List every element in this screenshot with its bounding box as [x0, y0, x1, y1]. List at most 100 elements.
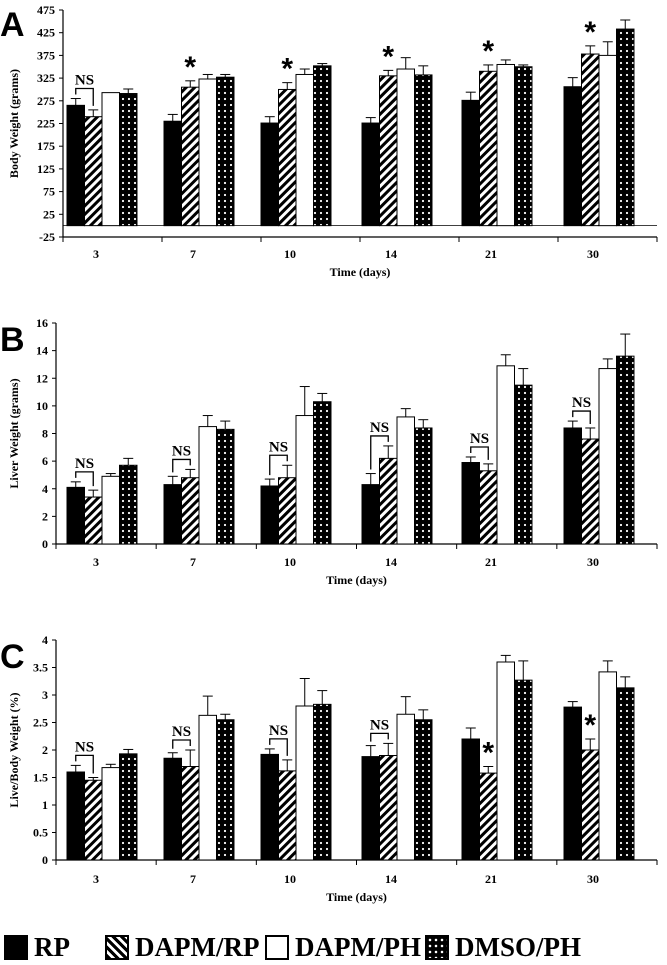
y-tick-label: 10: [36, 399, 48, 413]
bar-rp-30: [563, 86, 582, 227]
y-tick-label: 3.5: [33, 661, 48, 675]
y-tick-label: 475: [37, 3, 55, 17]
bar-dapm-ph-7: [198, 78, 217, 227]
y-tick-label: 25: [43, 207, 55, 221]
x-tick-label: 21: [485, 247, 497, 261]
legend-label-rp: RP: [34, 932, 70, 962]
x-tick-label: 21: [485, 555, 497, 569]
panel-label: A: [0, 6, 25, 44]
y-tick-label: 1.5: [33, 771, 48, 785]
ns-bracket: [370, 435, 389, 470]
legend-swatch-dapm-rp: [105, 935, 129, 960]
significance-star: *: [482, 35, 494, 68]
ns-bracket: [172, 739, 191, 749]
bar-rp-10: [260, 485, 279, 545]
bar-dmso-ph-10: [313, 703, 332, 861]
x-tick-label: 10: [284, 555, 296, 569]
panel-label: B: [0, 321, 25, 359]
y-tick-label: 325: [37, 71, 55, 85]
bar-dmso-ph-30: [616, 687, 635, 861]
y-tick-label: 175: [37, 139, 55, 153]
x-tick-label: 30: [587, 555, 599, 569]
y-tick-label: 8: [42, 427, 48, 441]
x-tick-label: 7: [190, 247, 196, 261]
ns-bracket: [172, 458, 191, 473]
y-tick-label: 375: [37, 48, 55, 62]
significance-star: *: [584, 709, 596, 742]
bar-dapm-rp-30: [581, 53, 600, 227]
y-tick-label: 4: [42, 482, 48, 496]
y-axis-title: Live/Body Weight (%): [7, 692, 21, 807]
legend-label-dapm-ph: DAPM/PH: [295, 932, 421, 962]
bar-rp-3: [66, 486, 85, 545]
bar-dapm-rp-14: [379, 755, 398, 861]
bar-dmso-ph-14: [414, 719, 433, 861]
bar-dapm-rp-3: [84, 116, 103, 227]
bar-rp-10: [260, 753, 279, 861]
bar-rp-14: [361, 122, 380, 227]
x-tick-label: 3: [93, 872, 99, 886]
bar-dapm-rp-10: [278, 477, 297, 545]
bar-dapm-ph-14: [396, 713, 415, 861]
bar-dapm-rp-7: [181, 477, 200, 545]
x-tick-label: 14: [385, 872, 397, 886]
bar-dmso-ph-10: [313, 401, 332, 545]
panel-label: C: [0, 638, 25, 676]
bar-rp-30: [563, 427, 582, 545]
ns-label: NS: [370, 420, 389, 436]
ns-label: NS: [572, 395, 591, 411]
legend-label-dapm-rp: DAPM/RP: [135, 932, 260, 962]
x-tick-label: 21: [485, 872, 497, 886]
x-tick-label: 3: [93, 247, 99, 261]
bar-dmso-ph-21: [514, 679, 533, 861]
bar-rp-3: [66, 104, 85, 227]
x-tick-label: 7: [190, 555, 196, 569]
bar-dapm-rp-3: [84, 779, 103, 861]
y-tick-label: 2: [42, 743, 48, 757]
bar-dmso-ph-30: [616, 355, 635, 545]
ns-bracket: [75, 471, 94, 487]
chart-panel-c: C 0 0.5 1 1.5 2 2.5 3 3.5 4 3 7 10 14 21 30 Time (days) L…: [0, 633, 658, 904]
ns-label: NS: [370, 717, 389, 733]
chart-panel-a: A -25 25 75 125 175 225 275 325 375 425 475 3 7 10 14 21…: [0, 3, 658, 279]
y-tick-label: 1: [42, 798, 48, 812]
bar-dmso-ph-7: [216, 428, 235, 545]
y-tick-label: 12: [36, 371, 48, 385]
x-axis-title: Time (days): [326, 890, 387, 904]
bar-dmso-ph-10: [313, 65, 332, 227]
bar-dapm-rp-10: [278, 88, 297, 227]
bar-dapm-rp-21: [479, 772, 498, 861]
y-tick-label: 75: [43, 185, 55, 199]
bar-rp-30: [563, 706, 582, 861]
bar-dmso-ph-7: [216, 76, 235, 227]
bar-rp-14: [361, 484, 380, 545]
ns-label: NS: [75, 73, 94, 89]
legend-swatch-rp: [4, 935, 28, 960]
y-tick-label: 275: [37, 94, 55, 108]
y-tick-label: 16: [36, 316, 48, 330]
bar-dmso-ph-14: [414, 427, 433, 545]
x-axis-title: Time (days): [330, 265, 391, 279]
bar-dmso-ph-7: [216, 719, 235, 861]
y-tick-label: 3: [42, 688, 48, 702]
x-tick-label: 14: [385, 247, 397, 261]
significance-star: *: [382, 40, 394, 73]
bar-dapm-ph-3: [101, 475, 120, 545]
bar-dmso-ph-30: [616, 28, 635, 227]
bar-dapm-rp-7: [181, 766, 200, 861]
y-tick-label: 2.5: [33, 716, 48, 730]
bar-dapm-rp-21: [479, 70, 498, 227]
bar-dapm-rp-30: [581, 438, 600, 545]
bar-dapm-rp-10: [278, 770, 297, 861]
bar-dapm-rp-30: [581, 749, 600, 861]
y-tick-label: 2: [42, 509, 48, 523]
ns-bracket: [470, 446, 489, 460]
bar-dapm-rp-14: [379, 75, 398, 227]
bar-rp-21: [461, 462, 480, 545]
y-axis-title: Body Weight (grams): [7, 69, 21, 178]
chart-panel-b: B 0 2 4 6 8 10 12 14 16 3 7 10 14 21 30 Time (days) Liver…: [0, 316, 658, 587]
y-tick-label: 125: [37, 162, 55, 176]
bar-dapm-rp-3: [84, 496, 103, 545]
bar-dapm-rp-14: [379, 457, 398, 545]
